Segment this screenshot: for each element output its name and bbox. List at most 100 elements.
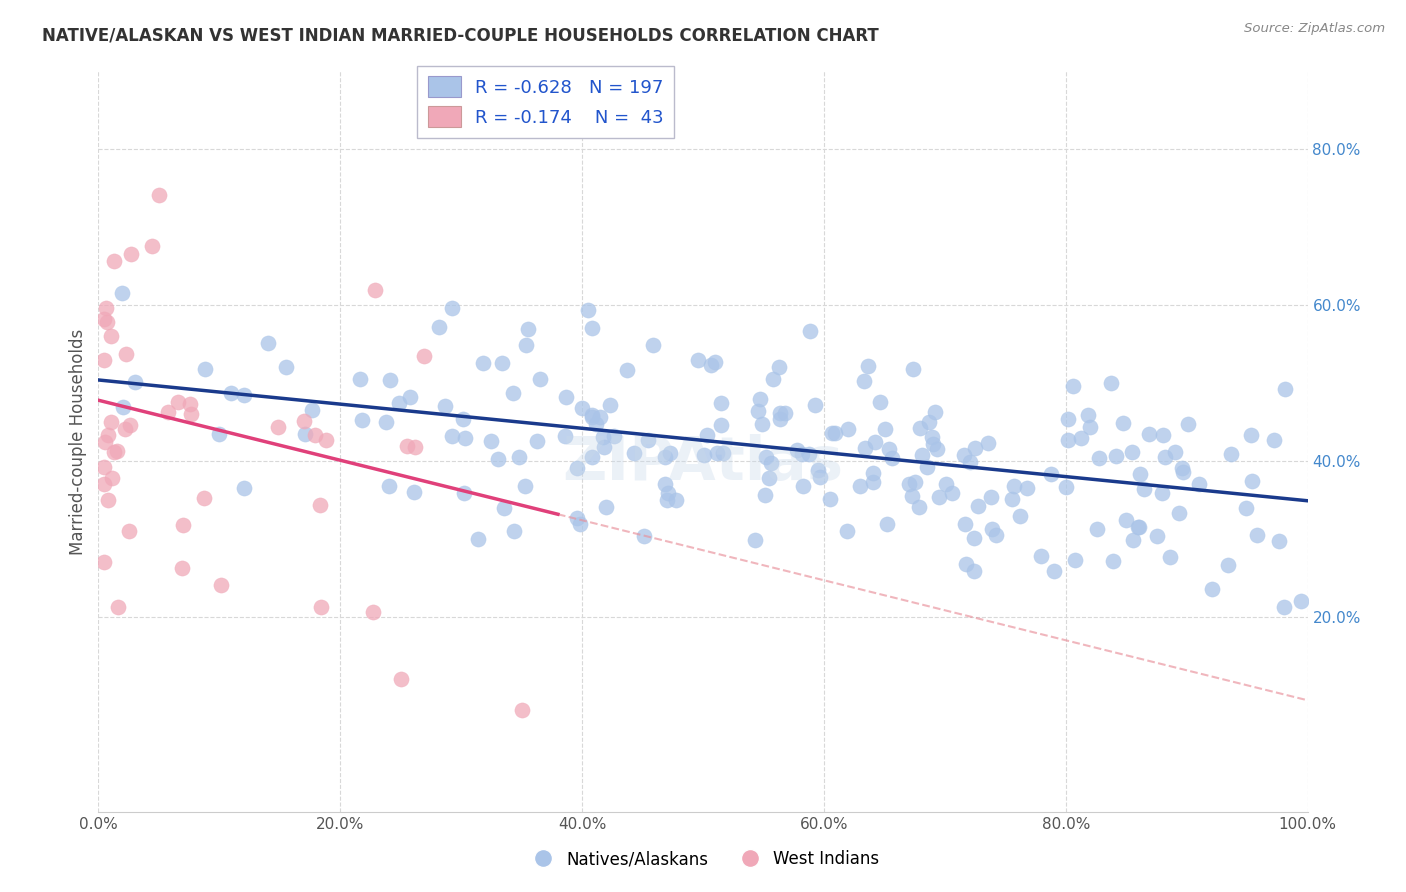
Point <box>148 188 170 202</box>
Point <box>472 356 495 370</box>
Point <box>567 460 589 475</box>
Text: NATIVE/ALASKAN VS WEST INDIAN MARRIED-COUPLE HOUSEHOLDS CORRELATION CHART: NATIVE/ALASKAN VS WEST INDIAN MARRIED-CO… <box>42 27 879 45</box>
Point <box>93 476 115 491</box>
Legend: Natives/Alaskans, West Indians: Natives/Alaskans, West Indians <box>520 844 886 875</box>
Point <box>959 455 981 469</box>
Point <box>901 361 924 376</box>
Point <box>515 479 537 493</box>
Point <box>984 528 1007 542</box>
Point <box>1070 431 1092 445</box>
Point <box>301 403 323 417</box>
Point <box>233 481 256 495</box>
Point <box>581 450 603 464</box>
Point <box>100 415 122 429</box>
Point <box>120 247 142 261</box>
Point <box>114 422 136 436</box>
Point <box>1154 450 1177 464</box>
Point <box>599 397 621 411</box>
Point <box>1078 420 1101 434</box>
Point <box>1152 428 1174 442</box>
Point <box>389 672 412 686</box>
Legend: R = -0.628   N = 197, R = -0.174    N =  43: R = -0.628 N = 197, R = -0.174 N = 43 <box>418 66 675 138</box>
Point <box>863 434 886 449</box>
Point <box>101 471 124 485</box>
Point <box>965 441 987 455</box>
Point <box>1272 600 1295 615</box>
Point <box>503 524 526 538</box>
Point <box>413 349 436 363</box>
Point <box>955 557 977 571</box>
Point <box>917 415 939 429</box>
Point <box>349 372 371 386</box>
Point <box>1133 483 1156 497</box>
Point <box>744 533 766 547</box>
Point <box>593 440 616 454</box>
Point <box>962 531 984 545</box>
Point <box>589 409 612 424</box>
Point <box>93 353 115 368</box>
Point <box>1015 481 1038 495</box>
Point <box>953 516 976 531</box>
Point <box>111 285 134 300</box>
Point <box>751 417 773 432</box>
Point <box>790 447 813 461</box>
Point <box>1274 382 1296 396</box>
Point <box>1289 594 1312 608</box>
Point <box>963 564 986 578</box>
Point <box>862 475 884 489</box>
Point <box>1150 486 1173 500</box>
Point <box>1010 508 1032 523</box>
Point <box>759 456 782 470</box>
Point <box>904 475 927 490</box>
Point <box>922 437 945 451</box>
Point <box>1043 564 1066 578</box>
Point <box>858 359 880 373</box>
Point <box>93 312 115 326</box>
Point <box>696 428 718 442</box>
Point <box>637 433 659 447</box>
Point <box>440 429 463 443</box>
Point <box>592 430 614 444</box>
Point <box>1126 520 1149 534</box>
Point <box>276 359 298 374</box>
Point <box>107 600 129 615</box>
Point <box>172 518 194 533</box>
Point <box>378 373 401 387</box>
Point <box>876 517 898 532</box>
Point <box>897 476 920 491</box>
Point <box>571 401 593 415</box>
Point <box>208 426 231 441</box>
Point <box>568 516 591 531</box>
Point <box>1201 582 1223 597</box>
Point <box>554 390 576 404</box>
Point <box>388 396 411 410</box>
Point <box>308 498 330 512</box>
Point <box>515 338 537 352</box>
Point <box>96 315 118 329</box>
Point <box>103 445 125 459</box>
Point <box>1088 451 1111 466</box>
Point <box>862 466 884 480</box>
Point <box>875 421 897 435</box>
Text: ZIPAtlas: ZIPAtlas <box>562 434 844 493</box>
Point <box>1263 433 1285 447</box>
Point <box>976 435 998 450</box>
Point <box>908 500 931 514</box>
Point <box>1085 522 1108 536</box>
Point <box>179 397 201 411</box>
Point <box>748 392 770 406</box>
Point <box>820 426 842 441</box>
Point <box>516 322 538 336</box>
Point <box>209 578 232 592</box>
Point <box>706 446 728 460</box>
Point <box>93 460 115 475</box>
Point <box>309 599 332 614</box>
Point <box>111 400 134 414</box>
Point <box>799 324 821 338</box>
Point <box>510 703 533 717</box>
Point <box>710 417 733 432</box>
Point <box>581 409 603 424</box>
Point <box>502 386 524 401</box>
Point <box>100 328 122 343</box>
Point <box>451 411 474 425</box>
